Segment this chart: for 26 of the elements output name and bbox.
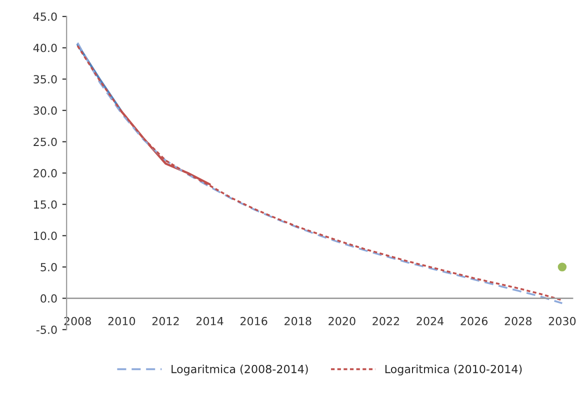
x-tick-label: 2026	[460, 316, 488, 326]
x-tick-label: 2010	[108, 316, 136, 326]
y-tick-label: 40.0	[33, 44, 57, 52]
x-tick-label: 2014	[196, 316, 224, 326]
x-tick-label: 2030	[548, 316, 576, 326]
x-tick-label: 2018	[284, 316, 312, 326]
x-tick-label: 2012	[152, 316, 179, 326]
y-tick-label: 30.0	[34, 106, 57, 115]
y-tick-label: 35.0	[34, 75, 57, 84]
y-tick-label: 5.0	[40, 262, 57, 272]
y-tick-label: 0.0	[40, 294, 57, 303]
y-tick-label: 20.0	[34, 169, 57, 178]
y-tick-label: 10.0	[34, 232, 57, 240]
x-tick-label: 2016	[240, 316, 268, 326]
x-tick-label: 2008	[64, 316, 91, 326]
x-tick-label: 2028	[504, 316, 532, 326]
y-tick-label: 45.0	[33, 12, 57, 21]
x-tick-label: 2022	[372, 316, 400, 326]
y-tick-label: 25.0	[34, 138, 57, 146]
x-tick-label: 2020	[328, 316, 356, 326]
legend-label: Logaritmica (2010-2014)	[385, 364, 522, 376]
legend-label: Logaritmica (2008-2014)	[172, 364, 308, 376]
y-tick-label: 15.0	[34, 200, 57, 209]
line-series	[120, 110, 211, 186]
y-tick-label: -5.0	[36, 326, 57, 334]
x-tick-label: 2024	[416, 316, 444, 326]
